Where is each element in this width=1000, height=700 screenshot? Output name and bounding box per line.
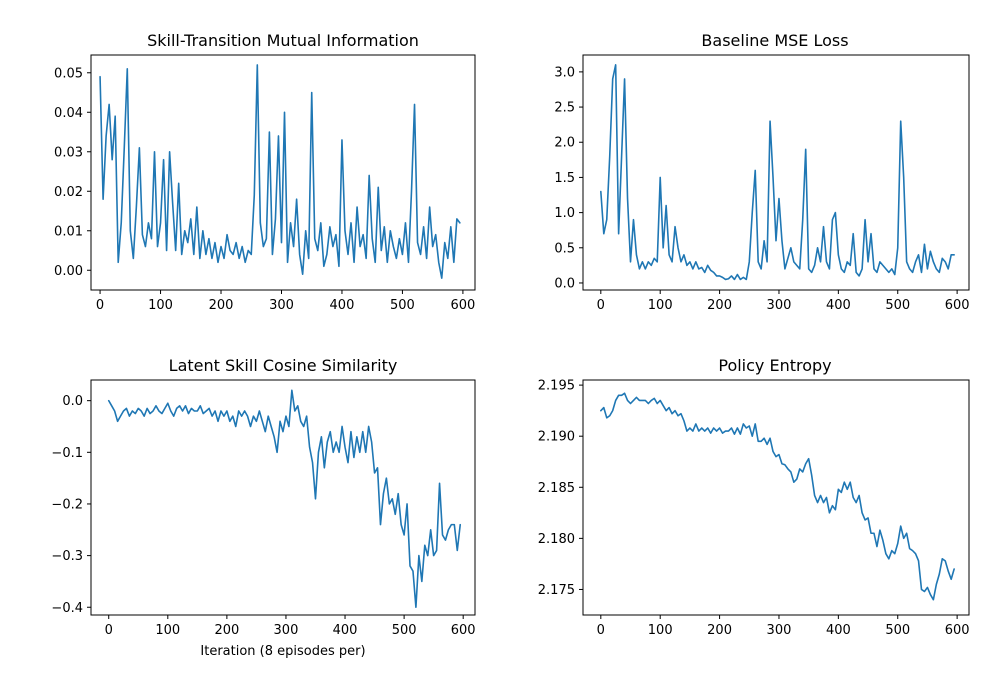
- xtick-label-baseline-mse: 500: [885, 298, 910, 313]
- xtick-label-baseline-mse: 0: [597, 298, 605, 313]
- xtick-label-cosine-similarity: 0: [105, 623, 113, 638]
- ytick-label-baseline-mse: 2.0: [554, 136, 575, 151]
- xtick-label-cosine-similarity: 300: [274, 623, 299, 638]
- ytick-label-mutual-information: 0.02: [54, 185, 83, 200]
- xtick-label-mutual-information: 500: [390, 298, 415, 313]
- ytick-label-cosine-similarity: −0.1: [51, 446, 83, 461]
- xtick-label-policy-entropy: 100: [648, 623, 673, 638]
- ytick-label-mutual-information: 0.04: [54, 106, 83, 121]
- xtick-label-policy-entropy: 0: [597, 623, 605, 638]
- title-mutual-information: Skill-Transition Mutual Information: [147, 31, 419, 50]
- axes-frame-cosine-similarity: [90, 379, 476, 616]
- ytick-label-baseline-mse: 1.5: [554, 171, 575, 186]
- xtick-label-policy-entropy: 200: [707, 623, 732, 638]
- xtick-label-policy-entropy: 400: [826, 623, 851, 638]
- ytick-label-mutual-information: 0.05: [54, 66, 83, 81]
- xtick-label-policy-entropy: 500: [885, 623, 910, 638]
- series-line-baseline-mse: [600, 64, 955, 281]
- series-line-mutual-information: [99, 64, 461, 279]
- ytick-label-baseline-mse: 0.0: [554, 276, 575, 291]
- ytick-label-mutual-information: 0.03: [54, 145, 83, 160]
- xtick-label-baseline-mse: 400: [826, 298, 851, 313]
- xtick-label-mutual-information: 200: [209, 298, 234, 313]
- xtick-label-cosine-similarity: 500: [392, 623, 417, 638]
- xtick-label-baseline-mse: 600: [945, 298, 970, 313]
- xtick-label-mutual-information: 400: [330, 298, 355, 313]
- title-cosine-similarity: Latent Skill Cosine Similarity: [169, 356, 398, 375]
- axes-frame-mutual-information: [90, 54, 476, 291]
- ytick-label-cosine-similarity: −0.3: [51, 549, 83, 564]
- xtick-label-cosine-similarity: 100: [155, 623, 180, 638]
- xtick-label-baseline-mse: 100: [648, 298, 673, 313]
- ytick-label-baseline-mse: 3.0: [554, 65, 575, 80]
- xtick-label-mutual-information: 100: [148, 298, 173, 313]
- xtick-label-policy-entropy: 300: [767, 623, 792, 638]
- xtick-label-cosine-similarity: 600: [451, 623, 476, 638]
- xtick-label-mutual-information: 300: [269, 298, 294, 313]
- series-line-policy-entropy: [600, 392, 955, 601]
- title-baseline-mse: Baseline MSE Loss: [701, 31, 848, 50]
- xtick-label-baseline-mse: 300: [767, 298, 792, 313]
- ytick-label-cosine-similarity: 0.0: [62, 394, 83, 409]
- plot-area-cosine-similarity: 0 100 200 300 400 500 600 −0.4 −0.3 −0.2 −0.1 0.0: [51, 389, 476, 638]
- xlabel-cosine-similarity: Iteration (8 episodes per): [200, 644, 365, 659]
- ytick-label-baseline-mse: 1.0: [554, 206, 575, 221]
- subplot-cosine-similarity: Latent Skill Cosine Similarity 0 100 200 30…: [51, 356, 475, 659]
- plot-area-policy-entropy: 0 100 200 300 400 500 600 2.175 2.180 2.185 2.190 2…: [538, 379, 970, 638]
- xtick-label-baseline-mse: 200: [707, 298, 732, 313]
- ytick-label-mutual-information: 0.00: [54, 264, 83, 279]
- axes-frame-policy-entropy: [582, 379, 970, 616]
- ytick-label-policy-entropy: 2.185: [538, 481, 575, 496]
- ytick-label-cosine-similarity: −0.2: [51, 497, 83, 512]
- xtick-label-mutual-information: 600: [450, 298, 475, 313]
- ytick-label-cosine-similarity: −0.4: [51, 601, 83, 616]
- xtick-label-mutual-information: 0: [96, 298, 104, 313]
- plot-area-baseline-mse: 0 100 200 300 400 500 600 0.0 0.5 1.0 1.5 2.0 2.5 3.0: [554, 64, 970, 313]
- subplot-baseline-mse: Baseline MSE Loss 0 100 200 300 400 500 600 0.0…: [554, 31, 969, 313]
- ytick-label-baseline-mse: 0.5: [554, 241, 575, 256]
- xtick-label-cosine-similarity: 400: [333, 623, 358, 638]
- plot-area-mutual-information: 0 100 200 300 400 500 600 0.00 0.01 0.02 0.03 0.04 0…: [54, 64, 475, 313]
- title-policy-entropy: Policy Entropy: [718, 356, 831, 375]
- xtick-label-cosine-similarity: 200: [214, 623, 239, 638]
- ytick-label-mutual-information: 0.01: [54, 224, 83, 239]
- ytick-label-policy-entropy: 2.195: [538, 379, 575, 394]
- subplot-mutual-information: Skill-Transition Mutual Information 0 100…: [54, 31, 476, 313]
- ytick-label-policy-entropy: 2.190: [538, 430, 575, 445]
- axes-frame-baseline-mse: [582, 54, 970, 291]
- series-line-cosine-similarity: [107, 389, 462, 609]
- xtick-label-policy-entropy: 600: [945, 623, 970, 638]
- ytick-label-baseline-mse: 2.5: [554, 101, 575, 116]
- subplot-policy-entropy: Policy Entropy 0 100 200 300 400 500 600 2.175 2…: [538, 356, 970, 638]
- ytick-label-policy-entropy: 2.175: [538, 583, 575, 598]
- ytick-label-policy-entropy: 2.180: [538, 532, 575, 547]
